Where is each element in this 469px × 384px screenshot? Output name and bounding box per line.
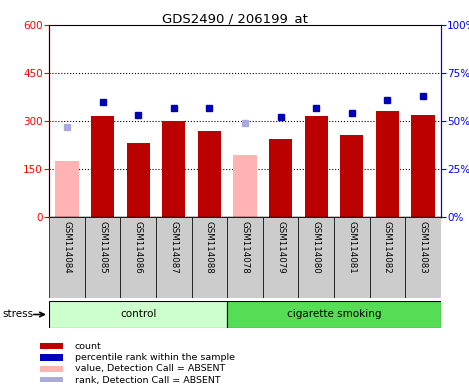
- Bar: [85, 217, 121, 298]
- Bar: [40, 354, 62, 361]
- Bar: [40, 366, 62, 372]
- Bar: [298, 217, 334, 298]
- Bar: [121, 217, 156, 298]
- Bar: [91, 116, 114, 217]
- Text: GSM114080: GSM114080: [312, 221, 321, 274]
- Bar: [198, 131, 221, 217]
- Text: percentile rank within the sample: percentile rank within the sample: [75, 353, 235, 362]
- Text: GSM114085: GSM114085: [98, 221, 107, 274]
- Bar: [334, 217, 370, 298]
- Bar: [370, 217, 405, 298]
- Bar: [156, 217, 192, 298]
- Bar: [269, 139, 292, 217]
- Bar: [234, 155, 257, 217]
- Bar: [192, 217, 227, 298]
- Text: count: count: [75, 342, 102, 351]
- Bar: [376, 111, 399, 217]
- Text: GSM114084: GSM114084: [62, 221, 72, 274]
- Bar: [40, 377, 62, 384]
- Text: GDS2490 / 206199_at: GDS2490 / 206199_at: [161, 12, 308, 25]
- Bar: [263, 217, 298, 298]
- Bar: [411, 114, 435, 217]
- Text: GSM114087: GSM114087: [169, 221, 178, 274]
- Bar: [305, 116, 328, 217]
- Text: GSM114082: GSM114082: [383, 221, 392, 274]
- Bar: [40, 343, 62, 349]
- Text: GSM114083: GSM114083: [418, 221, 428, 274]
- Text: GSM114081: GSM114081: [348, 221, 356, 274]
- Bar: [340, 136, 363, 217]
- Bar: [127, 143, 150, 217]
- Text: GSM114088: GSM114088: [205, 221, 214, 274]
- Text: value, Detection Call = ABSENT: value, Detection Call = ABSENT: [75, 364, 225, 373]
- Text: control: control: [120, 310, 157, 319]
- Bar: [55, 161, 79, 217]
- Text: rank, Detection Call = ABSENT: rank, Detection Call = ABSENT: [75, 376, 220, 384]
- Bar: [405, 217, 441, 298]
- Text: cigarette smoking: cigarette smoking: [287, 310, 381, 319]
- Text: GSM114086: GSM114086: [134, 221, 143, 274]
- Text: GSM114078: GSM114078: [241, 221, 250, 274]
- Bar: [227, 301, 441, 328]
- Bar: [49, 301, 227, 328]
- Bar: [162, 121, 185, 217]
- Text: stress: stress: [2, 310, 33, 319]
- Bar: [49, 217, 85, 298]
- Text: GSM114079: GSM114079: [276, 221, 285, 274]
- Bar: [227, 217, 263, 298]
